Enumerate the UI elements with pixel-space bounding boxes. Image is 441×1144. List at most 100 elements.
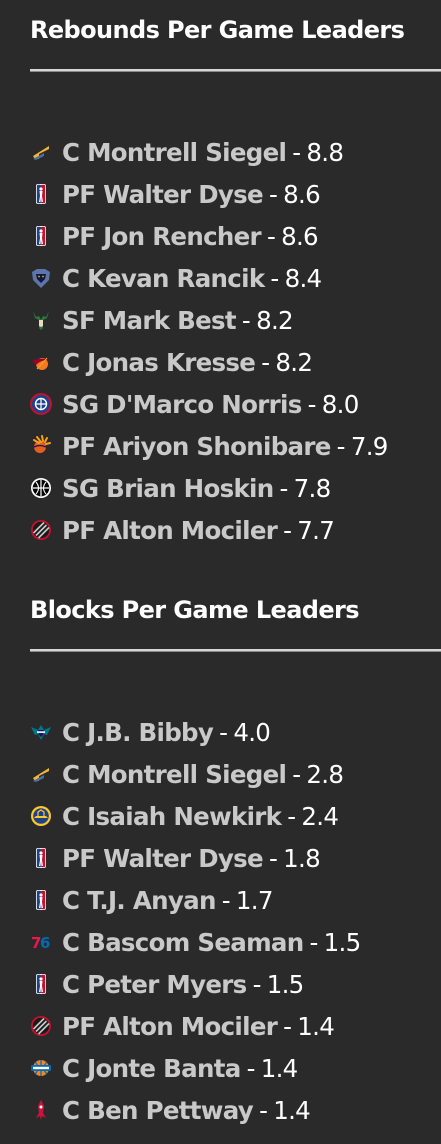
nba-logo-icon — [30, 183, 52, 205]
player-link[interactable]: PF Walter Dyse — [62, 843, 264, 873]
separator: - — [292, 759, 301, 789]
player-link[interactable]: SF Mark Best — [62, 305, 237, 335]
separator: - — [268, 179, 278, 209]
blocks-leader-row: C Ben Pettway -1.4 — [30, 1089, 361, 1131]
stat-value: 7.9 — [350, 431, 389, 461]
player-link[interactable]: PF Alton Mociler — [62, 1011, 278, 1041]
stat-value: 4.0 — [233, 717, 271, 747]
stat-value: 8.4 — [284, 263, 323, 293]
separator: - — [292, 137, 301, 167]
blocks-title-divider — [30, 649, 441, 651]
rebounds-leader-row: C Kevan Rancik -8.4 — [30, 257, 388, 299]
player-link[interactable]: C Kevan Rancik — [62, 263, 265, 293]
player-link[interactable]: SG Brian Hoskin — [62, 473, 274, 503]
stat-value: 7.7 — [297, 515, 335, 545]
blocks-leader-row: PF Alton Mociler -1.4 — [30, 1005, 361, 1047]
player-link[interactable]: C T.J. Anyan — [62, 885, 216, 915]
rebounds-leader-row: PF Alton Mociler -7.7 — [30, 509, 388, 551]
new-york-knicks-logo-icon — [30, 1057, 52, 1079]
stat-value: 8.6 — [281, 221, 319, 251]
stat-value: 2.4 — [301, 801, 339, 831]
separator: - — [259, 1095, 268, 1125]
separator: - — [270, 263, 279, 293]
stat-value: 8.2 — [275, 347, 313, 377]
utah-jazz-logo-icon — [30, 141, 52, 163]
player-link[interactable]: C Montrell Siegel — [62, 759, 287, 789]
rebounds-leaders-list: C Montrell Siegel -8.8 PF Walter Dyse -8.6… — [30, 131, 388, 551]
stat-value: 8.6 — [283, 179, 321, 209]
separator: - — [219, 717, 228, 747]
nba-logo-icon — [30, 225, 52, 247]
houston-rockets-logo-icon — [30, 1099, 52, 1121]
stat-value: 2.8 — [306, 759, 344, 789]
stat-value: 8.0 — [321, 389, 360, 419]
blocks-leader-row: C Montrell Siegel -2.8 — [30, 753, 361, 795]
blocks-section-title: Blocks Per Game Leaders — [30, 596, 360, 624]
brooklyn-nets-logo-icon — [30, 477, 52, 499]
player-link[interactable]: C Bascom Seaman — [62, 927, 304, 957]
player-link[interactable]: SG D'Marco Norris — [62, 389, 302, 419]
player-link[interactable]: C Montrell Siegel — [62, 137, 287, 167]
milwaukee-bucks-logo-icon — [30, 309, 52, 331]
svg-text:6: 6 — [40, 934, 50, 952]
rebounds-section-title: Rebounds Per Game Leaders — [30, 16, 405, 44]
stat-value: 1.8 — [283, 843, 321, 873]
separator: - — [252, 969, 262, 999]
stat-value: 8.8 — [306, 137, 344, 167]
blocks-leaders-list: C J.B. Bibby -4.0 C Montrell Siegel -2.8 C… — [30, 711, 361, 1131]
player-link[interactable]: C Jonte Banta — [62, 1053, 241, 1083]
rebounds-leader-row: C Jonas Kresse -8.2 — [30, 341, 388, 383]
stat-value: 1.4 — [260, 1053, 299, 1083]
player-link[interactable]: C Isaiah Newkirk — [62, 801, 282, 831]
charlotte-hornets-logo-icon — [30, 721, 52, 743]
blocks-leader-row: C J.B. Bibby -4.0 — [30, 711, 361, 753]
portland-trail-blazers-logo-icon — [30, 519, 52, 541]
player-link[interactable]: C Peter Myers — [62, 969, 247, 999]
rebounds-leader-row: PF Ariyon Shonibare -7.9 — [30, 425, 388, 467]
separator: - — [336, 431, 346, 461]
svg-text:7: 7 — [31, 934, 41, 952]
separator: - — [283, 1011, 292, 1041]
player-link[interactable]: PF Walter Dyse — [62, 179, 264, 209]
separator: - — [268, 843, 278, 873]
rebounds-leader-row: SG Brian Hoskin -7.8 — [30, 467, 388, 509]
la-clippers-logo-icon — [30, 393, 52, 415]
stat-value: 1.7 — [235, 885, 274, 915]
separator: - — [287, 801, 296, 831]
blocks-leader-row: C T.J. Anyan -1.7 — [30, 879, 361, 921]
nba-logo-icon — [30, 973, 52, 995]
memphis-grizzlies-logo-icon — [30, 267, 52, 289]
player-link[interactable]: PF Jon Rencher — [62, 221, 262, 251]
utah-jazz-logo-icon — [30, 763, 52, 785]
nba-logo-icon — [30, 847, 52, 869]
stat-value: 7.8 — [293, 473, 332, 503]
player-link[interactable]: C J.B. Bibby — [62, 717, 214, 747]
player-link[interactable]: C Jonas Kresse — [62, 347, 256, 377]
separator: - — [266, 221, 276, 251]
rebounds-leader-row: SG D'Marco Norris -8.0 — [30, 383, 388, 425]
separator: - — [307, 389, 317, 419]
rebounds-leader-row: C Montrell Siegel -8.8 — [30, 131, 388, 173]
miami-heat-logo-icon — [30, 351, 52, 373]
separator: - — [309, 927, 319, 957]
rebounds-leader-row: PF Jon Rencher -8.6 — [30, 215, 388, 257]
stat-value: 1.5 — [266, 969, 305, 999]
stat-value: 1.4 — [297, 1011, 335, 1041]
separator: - — [241, 305, 251, 335]
separator: - — [279, 473, 289, 503]
phoenix-suns-logo-icon — [30, 435, 52, 457]
separator: - — [261, 347, 270, 377]
rebounds-leader-row: PF Walter Dyse -8.6 — [30, 173, 388, 215]
portland-trail-blazers-logo-icon — [30, 1015, 52, 1037]
stat-value: 8.2 — [256, 305, 294, 335]
nba-logo-icon — [30, 889, 52, 911]
player-link[interactable]: C Ben Pettway — [62, 1095, 254, 1125]
player-link[interactable]: PF Alton Mociler — [62, 515, 278, 545]
player-link[interactable]: PF Ariyon Shonibare — [62, 431, 331, 461]
golden-state-warriors-logo-icon — [30, 805, 52, 827]
blocks-leader-row: C Jonte Banta -1.4 — [30, 1047, 361, 1089]
separator: - — [221, 885, 231, 915]
separator: - — [246, 1053, 256, 1083]
rebounds-leader-row: SF Mark Best -8.2 — [30, 299, 388, 341]
